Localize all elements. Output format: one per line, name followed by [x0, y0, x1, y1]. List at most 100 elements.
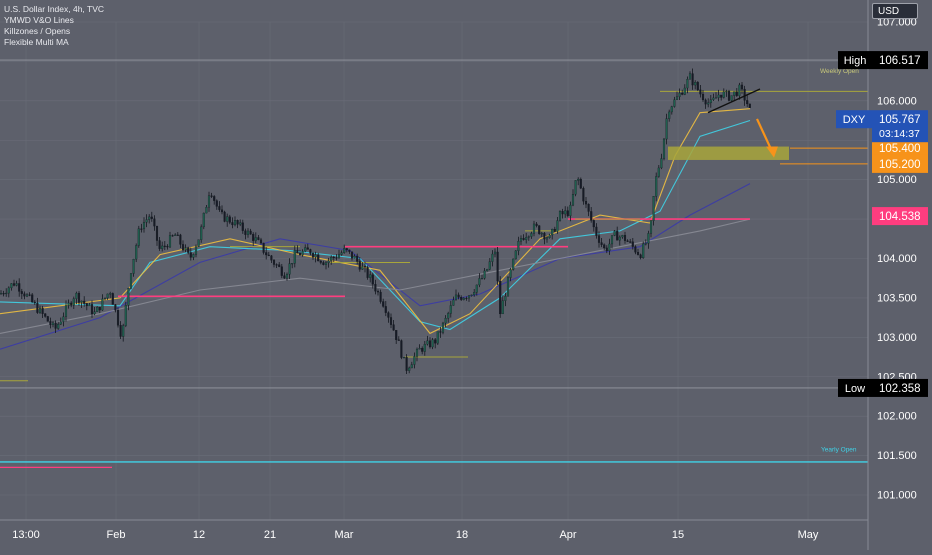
previous-low-tag[interactable] — [872, 378, 928, 397]
candle-body — [543, 233, 546, 240]
candle-body — [668, 111, 671, 119]
candle-body — [465, 297, 468, 299]
candle-body — [405, 357, 408, 371]
candle-body — [525, 237, 528, 240]
candle-body — [595, 226, 598, 236]
currency-button[interactable]: USD — [872, 3, 918, 19]
candle-body — [631, 241, 634, 247]
candle-body — [686, 79, 689, 89]
candle-body — [181, 244, 185, 251]
candle-body — [621, 235, 624, 238]
candle-body — [90, 304, 94, 315]
candle-body — [220, 209, 224, 213]
candle-body — [244, 230, 247, 235]
candle-body — [699, 89, 702, 95]
price-tick-label: 104.000 — [877, 253, 917, 265]
candle-body — [145, 219, 148, 223]
candle-body — [660, 158, 663, 169]
candle-body — [389, 317, 393, 325]
candle-body — [597, 235, 601, 243]
candle-countdown: 03:14:37 — [879, 128, 920, 140]
previous-high-tag[interactable] — [872, 51, 928, 70]
candle-body — [332, 256, 335, 259]
candle-body — [33, 301, 36, 304]
candle-body — [738, 84, 741, 96]
candle-body — [246, 230, 250, 235]
moving-average-1 — [0, 183, 751, 350]
candle-body — [150, 216, 153, 219]
candle-body — [483, 270, 486, 279]
target-lower-tag[interactable] — [872, 154, 928, 173]
candle-body — [283, 275, 286, 279]
candle-body — [444, 318, 447, 324]
candle-body — [129, 273, 133, 289]
candle-body — [249, 230, 252, 235]
previous-high-tag-left — [838, 51, 872, 70]
down-arrow-icon — [766, 146, 778, 158]
candle-body — [369, 274, 372, 278]
previous-low-tag-name: Low — [845, 383, 865, 395]
candle-body — [44, 313, 47, 317]
candle-body — [15, 283, 18, 286]
candle-body — [228, 216, 231, 223]
candle-body — [681, 92, 684, 95]
down-arrow-shaft — [756, 118, 773, 152]
candle-body — [467, 295, 471, 299]
target-upper-tag-value: 105.400 — [879, 143, 921, 155]
candle-body — [278, 264, 281, 267]
candle-body — [704, 99, 707, 105]
candle-body — [449, 305, 452, 314]
candle-body — [304, 247, 307, 252]
candle-body — [122, 325, 125, 337]
candle-body — [101, 298, 104, 311]
candle-body — [176, 234, 179, 236]
candle-body — [522, 238, 525, 240]
price-tick-label: 105.000 — [877, 174, 917, 186]
symbol-title: U.S. Dollar Index, 4h, TVC — [4, 4, 104, 14]
candle-body — [493, 251, 497, 255]
candle-body — [20, 291, 23, 294]
time-axis[interactable]: 13:00 Feb 12 21 Mar 18 Apr 15 May — [0, 519, 868, 541]
candle-body — [514, 250, 517, 260]
candle-body — [535, 223, 538, 226]
candle-body — [207, 195, 211, 208]
candle-body — [733, 91, 736, 96]
previous-high-tag-value: 106.517 — [879, 55, 921, 67]
candle-body — [241, 222, 244, 231]
candle-body — [280, 266, 283, 276]
price-tick-label: 103.000 — [877, 332, 917, 344]
candle-body — [421, 348, 424, 352]
candle-body — [257, 237, 260, 240]
candle-body — [350, 251, 354, 259]
candle-body — [683, 87, 686, 95]
candle-body — [610, 235, 614, 245]
candle-body — [41, 307, 44, 314]
candle-body — [410, 364, 413, 369]
candle-body — [517, 241, 520, 252]
candle-body — [579, 178, 582, 189]
candle-body — [496, 251, 499, 282]
candle-body — [605, 247, 608, 252]
candle-body — [174, 234, 177, 236]
pink-level-tag[interactable] — [872, 207, 928, 226]
candle-body — [98, 306, 101, 311]
indicator-killzones: Killzones / Opens — [4, 26, 71, 36]
candle-body — [23, 293, 26, 297]
target-upper-tag[interactable] — [872, 139, 928, 158]
current-price-tag[interactable] — [872, 110, 928, 143]
grid — [0, 21, 868, 520]
candle-body — [200, 226, 203, 240]
candle-body — [655, 176, 658, 197]
price-axis[interactable]: 107.000106.500106.000105.500105.000104.5… — [836, 0, 928, 550]
candle-body — [142, 222, 146, 230]
candle-body — [2, 293, 5, 295]
candle-body — [642, 243, 645, 259]
candle-body — [428, 340, 432, 348]
candle-body — [748, 103, 751, 109]
candle-body — [46, 316, 49, 322]
time-tick-label: May — [798, 529, 819, 541]
candle-body — [488, 261, 491, 270]
price-tick-label: 106.000 — [877, 95, 917, 107]
